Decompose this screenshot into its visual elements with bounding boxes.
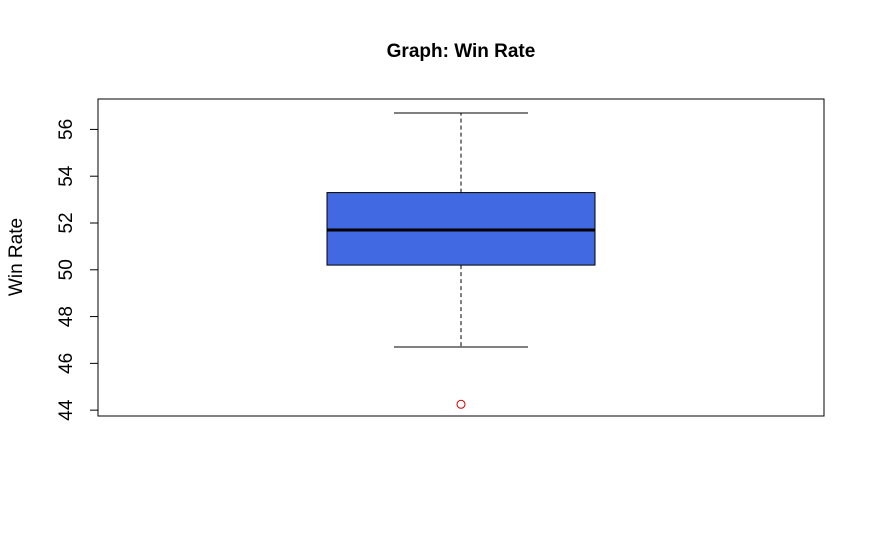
y-tick-label: 50 (56, 259, 77, 280)
y-tick-label: 48 (56, 306, 77, 327)
outlier-point (456, 399, 466, 409)
y-tick-label: 56 (56, 119, 77, 140)
y-tick-label: 52 (56, 212, 77, 233)
y-tick-label: 54 (56, 165, 77, 187)
chart-title: Graph: Win Rate (387, 41, 536, 62)
box-group (326, 112, 596, 409)
y-tick-label: 46 (56, 353, 77, 374)
y-axis-title: Win Rate (6, 218, 27, 296)
y-tick-label: 44 (56, 399, 77, 421)
y-axis: 44 46 48 50 52 54 56 (56, 119, 99, 421)
